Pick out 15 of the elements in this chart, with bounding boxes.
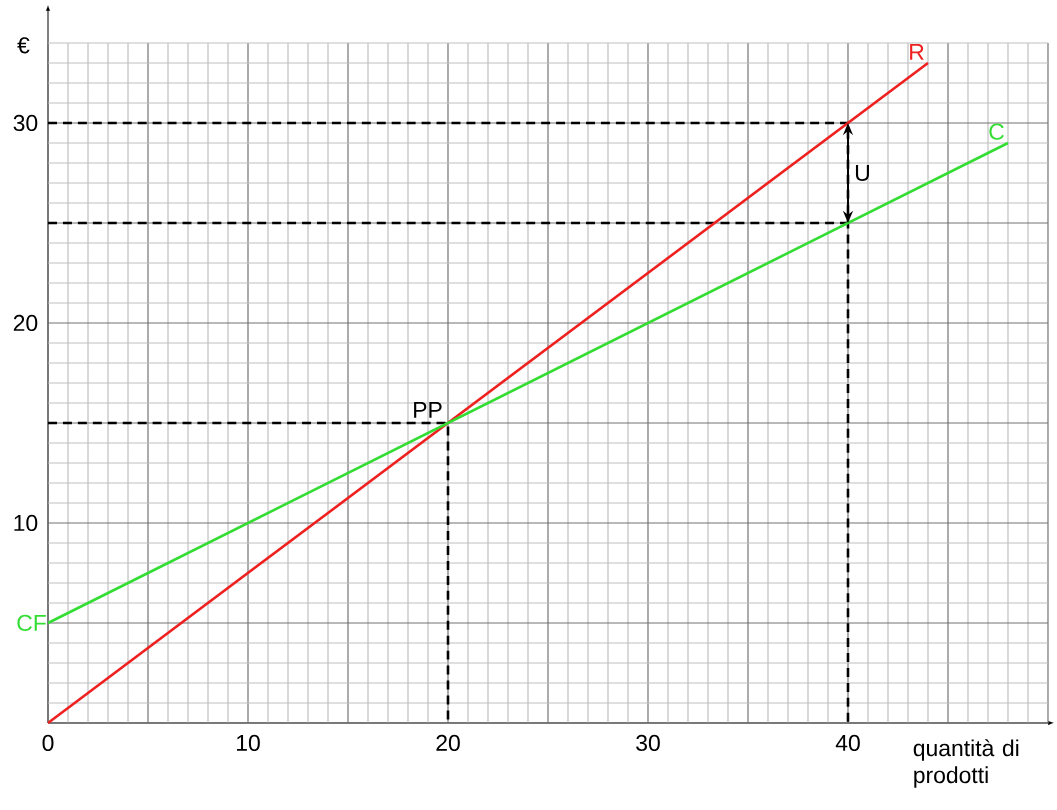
x-tick-label: 30 [636, 734, 660, 752]
x-tick-label: 0 [42, 734, 54, 752]
x-tick-label: 10 [237, 734, 260, 752]
y-tick-label: 20 [13, 314, 38, 332]
x-tick-label: 40 [835, 734, 860, 752]
series-label: R [910, 44, 924, 60]
annotation: U [855, 164, 869, 181]
x-tick-label: 20 [436, 734, 460, 752]
x-axis-title: quantità di prodotti [913, 739, 1019, 788]
series-label: C [989, 123, 1004, 140]
y-axis-title: € [17, 37, 30, 54]
annotation: CF [17, 614, 46, 632]
y-tick-label: 30 [13, 114, 38, 132]
annotation: PP [414, 402, 442, 418]
y-tick-label: 10 [14, 514, 38, 532]
